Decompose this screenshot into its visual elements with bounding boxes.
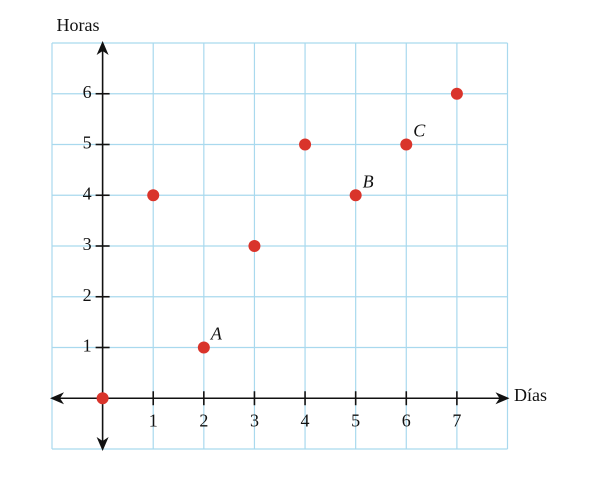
x-tick-label: 6 — [402, 410, 411, 430]
x-tick-label: 4 — [301, 410, 310, 430]
point — [96, 392, 109, 405]
axis-arrow — [96, 41, 109, 55]
x-axis-label: Días — [514, 385, 547, 405]
y-tick-label: 6 — [83, 82, 92, 102]
y-tick-label: 1 — [83, 336, 92, 356]
point-label: A — [210, 324, 223, 344]
point-label: C — [413, 121, 426, 141]
x-tick-label: 5 — [351, 410, 360, 430]
axis-arrow — [96, 437, 109, 451]
axis-arrow — [495, 392, 510, 405]
x-tick-label: 1 — [149, 410, 158, 430]
point — [349, 189, 362, 202]
point — [197, 341, 210, 354]
point — [450, 87, 463, 100]
x-tick-label: 7 — [452, 410, 461, 430]
point — [299, 138, 312, 151]
y-tick-label: 5 — [83, 133, 92, 153]
y-tick-label: 3 — [83, 234, 92, 254]
point — [400, 138, 413, 151]
x-tick-label: 2 — [199, 410, 208, 430]
y-tick-label: 4 — [83, 183, 92, 203]
point — [248, 240, 261, 252]
axis-arrow — [50, 392, 64, 405]
y-axis-label: Horas — [57, 15, 100, 35]
point — [147, 189, 160, 202]
x-tick-label: 3 — [250, 410, 259, 430]
y-tick-label: 2 — [83, 285, 92, 305]
point-label: B — [363, 171, 374, 191]
